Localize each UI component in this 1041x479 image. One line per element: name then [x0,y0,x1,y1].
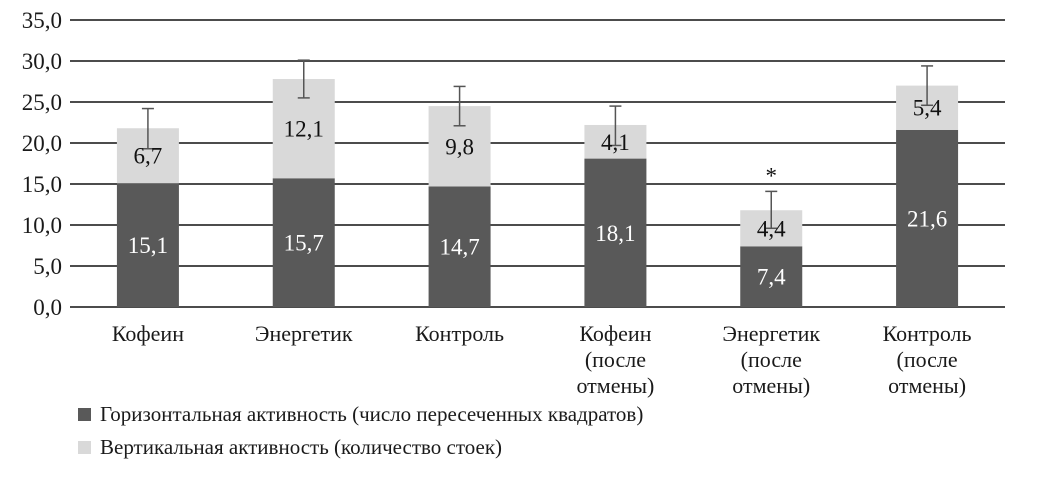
bar-horizontal-activity [740,246,803,307]
y-tick-label: 0,0 [33,295,62,320]
x-category-label-line: Контроль [415,321,504,346]
y-tick-label: 30,0 [22,49,62,74]
y-tick-label: 5,0 [33,254,62,279]
x-category-label-line: (после [585,347,646,372]
data-labels: 15,1 6,7 15,7 12,1 14,7 9,8 18,1 4,1 7,4 4,4 21,6 5… [128,96,947,290]
data-label: 21,6 [907,206,947,231]
x-category-label-line: Контроль [883,321,972,346]
x-category-label: Контроль [415,321,504,346]
x-category-label-line: Энергетик [255,321,353,346]
error-bar [141,107,154,150]
gridlines [70,19,1005,308]
bar-horizontal-activity [896,129,959,307]
x-category-label: Кофеин [112,321,184,346]
legend-swatch-horizontal [78,408,91,421]
x-category-label: Кофеин (после отмены) [576,321,654,398]
x-category-label-line: отмены) [732,373,810,398]
data-label: 15,1 [128,233,168,258]
y-tick-label: 20,0 [22,131,62,156]
bar-horizontal-activity [116,183,179,307]
x-category-label-line: отмены) [888,373,966,398]
data-label: 7,4 [757,265,786,290]
x-category-label-line: Кофеин [112,321,184,346]
data-label: 15,7 [284,231,324,256]
data-label: 5,4 [913,96,942,121]
legend-swatch-vertical [78,441,91,454]
data-label: 4,4 [757,216,786,241]
bar-horizontal-activity [428,186,491,307]
data-label: 12,1 [284,117,324,142]
legend-label-vertical: Вертикальная активность (количество стое… [100,435,502,459]
significance-marker: * [766,163,778,188]
bar-horizontal-activity [272,178,335,307]
data-label: 9,8 [445,134,474,159]
x-category-label-line: (после [741,347,802,372]
x-axis-categories: Кофеин Энергетик Контроль Кофеин (после отмен… [112,321,972,398]
x-category-label-line: отмены) [576,373,654,398]
data-label: 4,1 [601,130,630,155]
error-bar [609,105,622,147]
error-bar [921,65,934,107]
y-tick-label: 35,0 [22,8,62,33]
y-tick-label: 15,0 [22,172,62,197]
x-category-label: Энергетик (после отмены) [722,321,820,398]
x-category-label: Энергетик [255,321,353,346]
error-bars [141,59,934,230]
x-category-label-line: Кофеин [579,321,651,346]
bar-horizontal-activity [584,158,647,307]
y-tick-label: 10,0 [22,213,62,238]
error-bar [297,59,310,99]
x-category-label-line: Энергетик [722,321,820,346]
x-category-label-line: (после [897,347,958,372]
error-bar [453,85,466,127]
x-category-label: Контроль (после отмены) [883,321,972,398]
data-label: 18,1 [595,221,635,246]
legend-label-horizontal: Горизонтальная активность (число пересеч… [100,402,643,426]
data-label: 6,7 [134,144,163,169]
data-label: 14,7 [439,235,479,260]
error-bar [765,190,778,230]
bars [116,79,959,307]
legend: Горизонтальная активность (число пересеч… [78,402,643,459]
y-tick-label: 25,0 [22,90,62,115]
y-axis: 0,0 5,0 10,0 15,0 20,0 25,0 30,0 35,0 [22,8,62,320]
